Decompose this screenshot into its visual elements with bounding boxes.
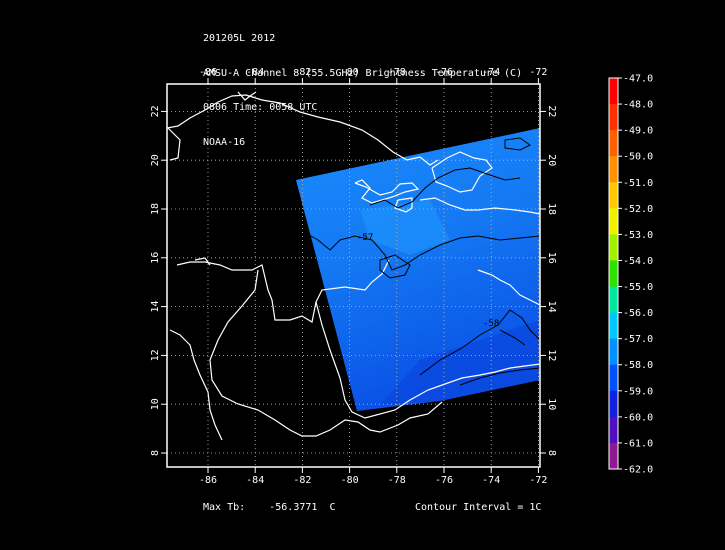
lat-label-right: 22 — [546, 105, 557, 117]
colorbar-label: -49.0 — [623, 126, 653, 137]
colorbar-segment — [609, 78, 618, 105]
lat-label-right: 18 — [546, 203, 557, 215]
colorbar-label: -53.0 — [623, 230, 653, 241]
product-title: AMSU-A Channel 8 (55.5GHz) Brightness Te… — [203, 67, 523, 79]
storm-id: 201205L 2012 — [203, 33, 276, 44]
contours — [299, 137, 541, 386]
colorbar-segment — [609, 156, 618, 183]
colorbar-label: -52.0 — [623, 204, 653, 215]
lat-label-left: 22 — [150, 105, 161, 117]
lat-label-right: 10 — [546, 398, 557, 410]
lat-label-right: 20 — [546, 154, 557, 166]
lon-label-bottom: -84 — [246, 475, 264, 486]
colorbar-label: -58.0 — [623, 360, 653, 371]
colorbar-label: -60.0 — [623, 412, 653, 423]
colorbar-label: -57.0 — [623, 334, 653, 345]
lon-label-bottom: -80 — [341, 475, 359, 486]
colorbar-segment — [609, 442, 618, 470]
lon-label-bottom: -86 — [199, 475, 217, 486]
lat-label-left: 8 — [150, 450, 161, 456]
lat-label-left: 18 — [150, 203, 161, 215]
axis-ticks — [161, 78, 546, 473]
lat-label-left: 12 — [150, 349, 161, 361]
satellite-name: NOAA-16 — [203, 136, 246, 148]
colorbar-segment — [609, 390, 618, 418]
colorbar-label: -56.0 — [623, 308, 653, 319]
colorbar-segment — [609, 260, 618, 288]
lat-label-right: 14 — [546, 301, 557, 313]
lon-label-top: -72 — [529, 67, 547, 78]
lat-label-left: 20 — [150, 154, 161, 166]
lon-label-top: -84 — [246, 67, 264, 78]
colorbar-label: -47.0 — [623, 74, 653, 85]
lat-label-right: 12 — [546, 349, 557, 361]
colorbar-segment — [609, 364, 618, 392]
colorbar-segment — [609, 182, 618, 209]
colorbar-frame — [608, 77, 619, 470]
lon-label-top: -76 — [435, 67, 453, 78]
lon-label-top: -86 — [199, 67, 217, 78]
cold-region — [380, 320, 540, 405]
lon-label-bottom: -82 — [293, 475, 311, 486]
lat-label-left: 10 — [150, 398, 161, 410]
colorbar-label: -51.0 — [623, 178, 653, 189]
colorbar-label: -48.0 — [623, 100, 653, 111]
lon-label-top: -82 — [293, 67, 311, 78]
lat-label-left: 16 — [150, 252, 161, 264]
colorbar-segment — [609, 208, 618, 235]
max-tb-label: Max Tb: — [203, 502, 246, 513]
colorbar-label: -54.0 — [623, 256, 653, 267]
colorbar-segment — [609, 312, 618, 340]
colorbar-segment — [609, 130, 618, 157]
lat-label-right: 8 — [546, 450, 557, 456]
warm-patch — [360, 200, 450, 255]
lon-label-top: -80 — [341, 67, 359, 78]
colorbar-label: -62.0 — [623, 465, 653, 476]
colorbar-segment — [609, 104, 618, 131]
lat-label-left: 14 — [150, 301, 161, 313]
lon-label-bottom: -72 — [529, 475, 547, 486]
colorbar-label: -55.0 — [623, 282, 653, 293]
title-block: 201205L 2012 AMSU-A Channel 8 (55.5GHz) … — [203, 10, 522, 160]
colorbar-segment — [609, 338, 618, 366]
colorbar-label: -50.0 — [623, 152, 653, 163]
lon-label-bottom: -74 — [482, 475, 500, 486]
coastline — [167, 91, 540, 441]
max-tb-value: -56.3771 — [269, 502, 318, 513]
colorbar-label: -61.0 — [623, 438, 653, 449]
lon-label-bottom: -78 — [388, 475, 406, 486]
colorbar-segment — [609, 286, 618, 314]
contour-interval: Contour Interval = 1C — [415, 502, 542, 513]
contour-label-58: -58 — [483, 319, 499, 329]
lon-label-bottom: -76 — [435, 475, 453, 486]
lat-label-right: 16 — [546, 252, 557, 264]
colorbar-label: -59.0 — [623, 386, 653, 397]
colorbar-segment — [609, 234, 618, 261]
lon-label-top: -78 — [388, 67, 406, 78]
axis-labels: -86 -86 -84 -84 -82 -82 -80 -80 -78 -78 -76 -76 -74 -… — [150, 67, 557, 486]
satellite-swath — [296, 128, 540, 411]
map-frame — [166, 83, 541, 468]
colorbar: -47.0 -48.0 -49.0 -50.0 -51.0 -52.0 -53.0 -54.0… — [608, 74, 653, 476]
colorbar-segment — [609, 416, 618, 444]
contour-label-57: -57 — [357, 233, 373, 243]
max-tb: Max Tb: -56.3771 C — [203, 502, 336, 513]
max-tb-unit: C — [329, 502, 336, 513]
lon-label-top: -74 — [482, 67, 500, 78]
observation-time: 0806 Time: 0058 UTC — [203, 102, 318, 113]
